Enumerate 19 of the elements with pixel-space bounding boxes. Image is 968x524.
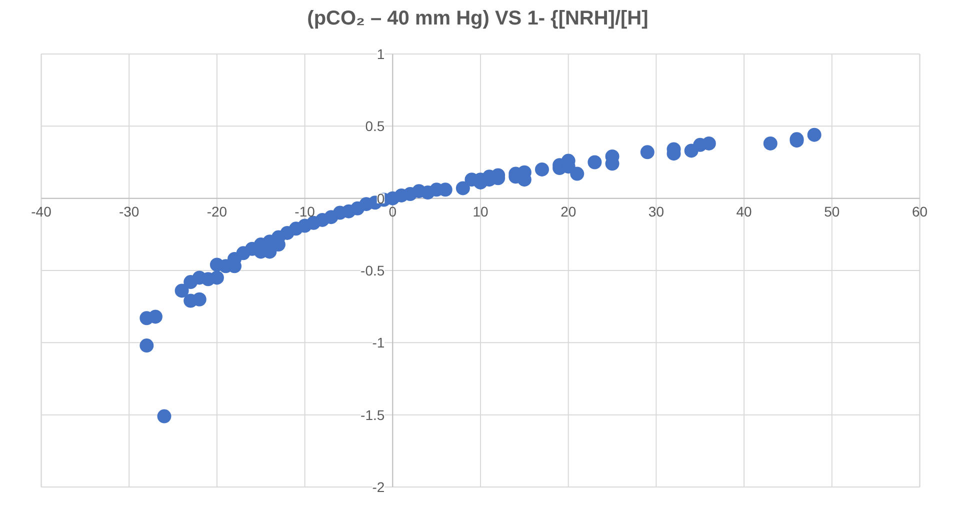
chart-title: (pCO₂ – 40 mm Hg) VS 1- {[NRH]/[H] xyxy=(307,8,648,30)
x-tick-label: 30 xyxy=(648,203,664,220)
y-tick-label: -0.5 xyxy=(360,262,385,278)
x-tick-label: 10 xyxy=(472,203,488,220)
x-tick-label: 40 xyxy=(736,203,752,220)
y-tick-label: -1.5 xyxy=(360,406,385,423)
y-tick-label: -2 xyxy=(372,479,385,496)
y-tick-label: 0 xyxy=(376,190,385,206)
x-tick-label: 0 xyxy=(388,203,397,220)
y-tick-label: 1 xyxy=(376,46,385,62)
x-tick-label: 20 xyxy=(560,203,576,220)
x-tick-label: 50 xyxy=(824,203,840,220)
x-tick-label: -10 xyxy=(294,203,316,220)
x-tick-label: -30 xyxy=(118,203,140,220)
y-tick-label: -1 xyxy=(372,334,385,351)
x-tick-label: -20 xyxy=(206,203,228,220)
y-tick-label: 0.5 xyxy=(365,118,385,134)
x-tick-label: 60 xyxy=(912,203,928,220)
x-tick-label: -40 xyxy=(31,203,52,220)
